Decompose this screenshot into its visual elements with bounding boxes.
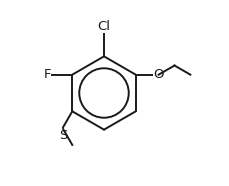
Text: F: F <box>44 68 51 81</box>
Text: S: S <box>59 129 67 142</box>
Text: Cl: Cl <box>97 20 110 33</box>
Text: O: O <box>153 68 163 81</box>
